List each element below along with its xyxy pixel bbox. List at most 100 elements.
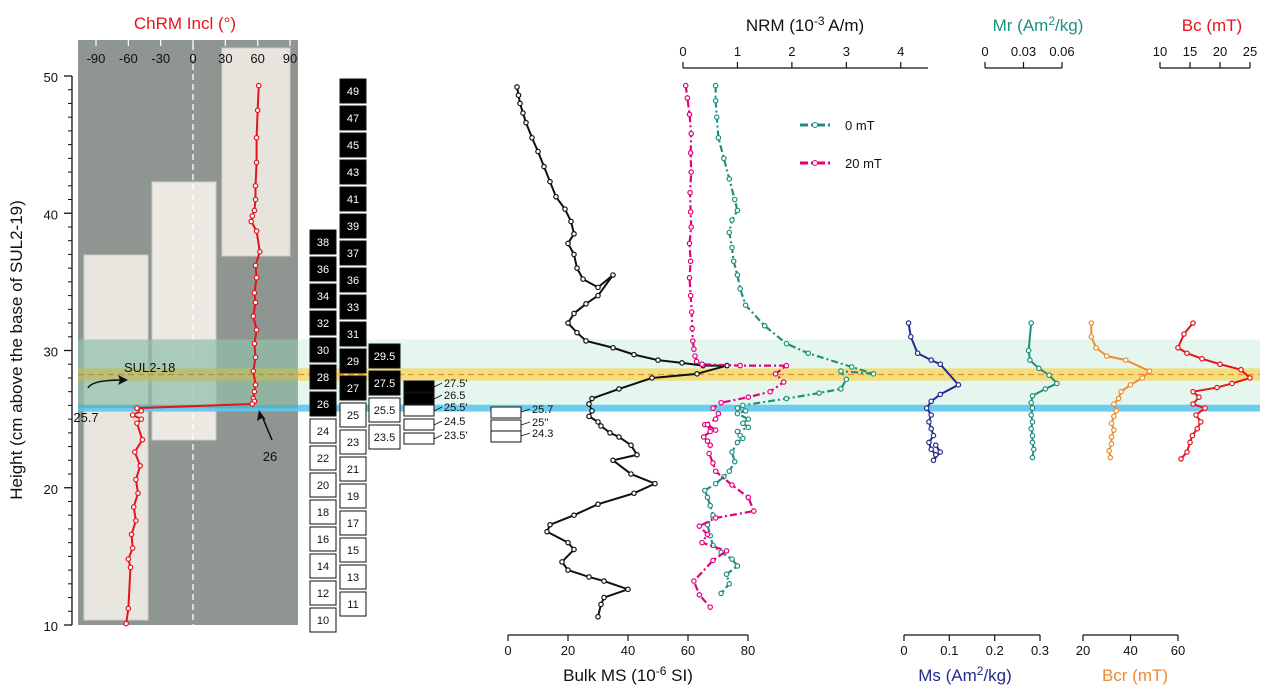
mr-point (1029, 439, 1036, 446)
nrm-0mt-point (726, 468, 733, 475)
chrm-tick-label: 30 (218, 51, 232, 66)
nrm-20mt-point (712, 515, 719, 521)
bulk-ms-point (547, 522, 553, 528)
nrm-0mt-point (729, 556, 735, 562)
bcr-point (1088, 320, 1095, 326)
nrm-0mt-point (740, 420, 746, 427)
nrm-0mt-point (701, 487, 708, 494)
left-column-box (309, 580, 337, 606)
nrm-0mt-point (734, 207, 741, 214)
nrm-0mt-point (726, 229, 733, 236)
bulk-ms-point (515, 92, 522, 99)
chrm-point (134, 420, 140, 427)
right-column-box-label: 11 (347, 599, 358, 611)
nrm-0mt-point (726, 176, 733, 182)
right-column-box-label: 33 (347, 302, 359, 314)
nrm-0mt-point (742, 408, 749, 414)
left-column-box (309, 607, 337, 633)
bulk-ms-point (568, 218, 574, 225)
left-column-box-label: 34 (317, 291, 329, 303)
chrm-tick-label: 60 (250, 51, 264, 66)
bulk-ms-point (694, 371, 700, 377)
left-column-box-label: 26 (317, 399, 329, 411)
bulk-ms-point (631, 490, 637, 497)
bc-point (1190, 401, 1196, 407)
nrm-0mt-point (729, 449, 735, 455)
bc-point (1190, 388, 1196, 395)
half-column-box (368, 343, 401, 369)
half-column-box (368, 370, 401, 396)
nrm-0mt-point (712, 82, 719, 89)
nrm-0mt-point (805, 350, 812, 357)
nrm-20mt-point (696, 592, 703, 598)
bcr-point (1118, 388, 1124, 395)
bulk-ms-point (652, 480, 658, 487)
bc-point (1181, 331, 1187, 337)
nrm-tick-label: 4 (897, 44, 904, 59)
ms-point (932, 452, 939, 458)
extra-box-label: 24.3 (532, 428, 553, 440)
bulk-ms-point (601, 594, 607, 601)
bulk-ms-point (649, 375, 655, 381)
chrm-point (252, 196, 259, 203)
right-column-box (339, 348, 367, 374)
nrm-0mt-point (730, 258, 737, 265)
bulk-ms-point (571, 231, 577, 237)
mr-point (1029, 392, 1036, 399)
nrm-0mt-point (740, 402, 746, 409)
chrm-point (251, 340, 258, 347)
nrm-20mt-point (688, 224, 694, 230)
fine-leader (433, 434, 443, 440)
nrm-20mt-point (706, 450, 712, 457)
right-column-box-label: 27 (347, 383, 359, 395)
right-column-box-label: 31 (347, 329, 359, 341)
bcr-point (1122, 357, 1129, 363)
bulk-ms-point (565, 320, 571, 326)
bulk-ms-point (529, 134, 535, 141)
nrm-20mt-point (737, 362, 743, 369)
left-column-box-label: 10 (317, 615, 329, 627)
bulk-ms-point (544, 528, 550, 535)
chrm-point (252, 382, 259, 388)
arrow-25-7-line (87, 379, 123, 389)
right-column-box-label: 41 (347, 194, 359, 206)
fine-leader (433, 420, 443, 426)
chrm-point (257, 248, 263, 255)
height-axis: 10 20 30 40 50 (44, 70, 73, 634)
nrm-20mt-point (715, 410, 722, 417)
right-column-box-label: 45 (347, 140, 359, 152)
mr-point (1054, 380, 1060, 387)
half-column-box-label: 25.5 (374, 405, 395, 417)
chrm-point (129, 545, 136, 551)
right-column-box-label: 29 (347, 356, 359, 368)
mr-point (1028, 320, 1035, 326)
right-column-box (339, 402, 367, 428)
nrm-20mt-point (691, 346, 697, 352)
nrm-20mt-point (780, 379, 787, 385)
arrow-26-head (257, 410, 266, 421)
nrm-20mt-point (712, 468, 719, 475)
nrm-20mt-line (684, 85, 788, 608)
chrm-point (132, 449, 138, 455)
bcr-point (1111, 401, 1117, 407)
bulk-ms-point (586, 574, 592, 580)
bc-point (1194, 425, 1201, 432)
chrm-point (128, 531, 135, 538)
nrm-0mt-point (712, 97, 719, 104)
right-column-box-label: 19 (347, 491, 359, 503)
fine-leader (433, 382, 443, 388)
bulk-ms-point (628, 471, 634, 477)
nrm-20mt-point (687, 258, 694, 265)
right-column-box-label: 37 (347, 248, 359, 260)
ms-tick-label: 0 (900, 643, 907, 658)
bc-point (1184, 449, 1190, 455)
bulk-ms-tick-label: 0 (504, 643, 511, 658)
chrm-point (251, 207, 258, 214)
bulk-ms-point (610, 272, 616, 278)
fine-box (403, 380, 435, 393)
half-column-box-label: 29.5 (374, 351, 395, 363)
half-column-box (368, 397, 401, 423)
mr-point (1042, 386, 1049, 392)
fine-box (403, 404, 435, 417)
nrm-20mt-point (704, 421, 711, 428)
